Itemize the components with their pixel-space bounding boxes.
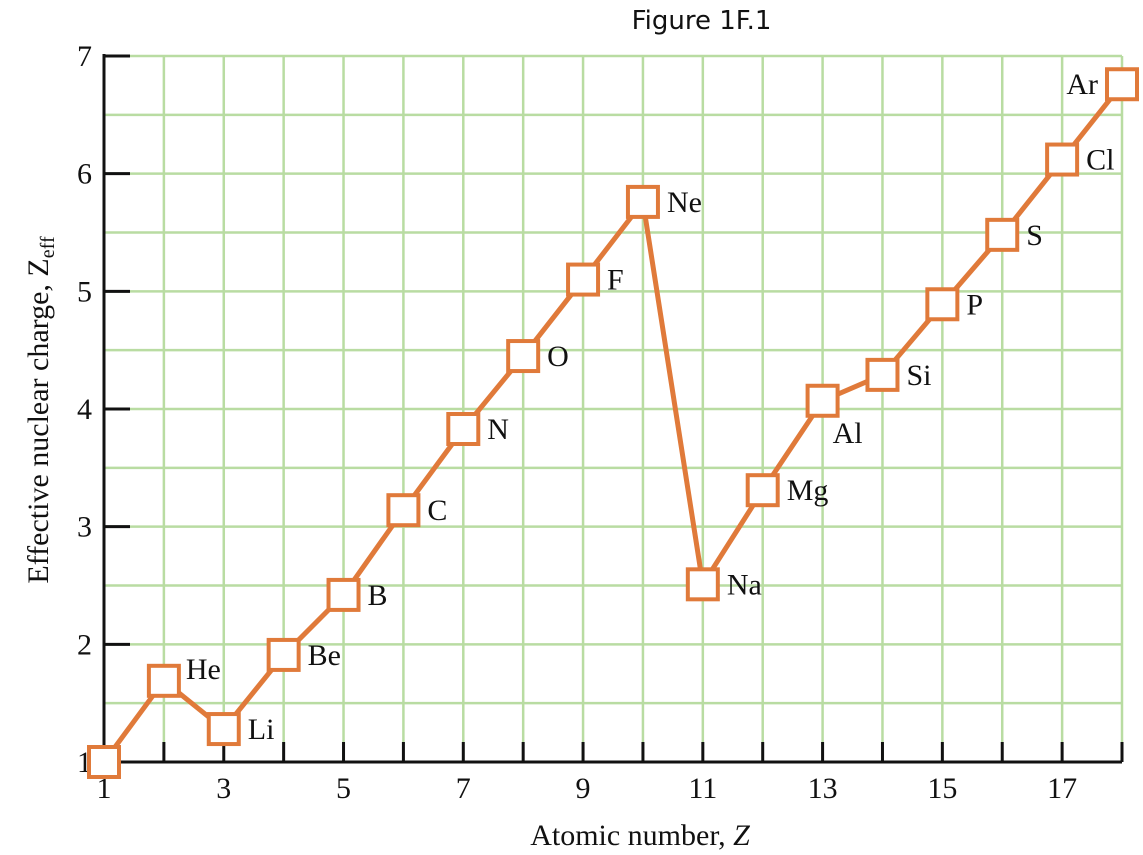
point-label-f: F: [607, 264, 624, 297]
data-point-z5: [326, 577, 361, 612]
chart-title: Figure 1F.1: [631, 6, 772, 36]
data-point-z2: [146, 663, 181, 698]
data-point-z14: [865, 357, 900, 392]
y-tick-label-5: 5: [77, 275, 92, 308]
point-label-he: He: [186, 653, 221, 686]
series-line: [101, 82, 1124, 764]
series: [87, 67, 1139, 779]
data-point-z1: [87, 745, 121, 779]
data-point-z8: [506, 339, 541, 374]
data-point-z17: [1045, 142, 1080, 177]
y-tick-label-3: 3: [77, 511, 92, 544]
x-tick-label-1: 1: [97, 772, 112, 805]
x-tick-label-13: 13: [808, 772, 838, 805]
data-point-z12: [745, 473, 780, 508]
point-label-n: N: [487, 413, 509, 446]
point-label-cl: Cl: [1086, 144, 1114, 177]
x-tick-label-11: 11: [688, 772, 717, 805]
point-label-na: Na: [727, 568, 762, 601]
x-tick-label-7: 7: [456, 772, 471, 805]
point-label-al: Al: [833, 417, 863, 450]
point-label-b: B: [368, 579, 388, 612]
data-point-z9: [566, 262, 601, 297]
grid: [102, 54, 1124, 764]
y-axis-label: Effective nuclear charge, Zeff: [22, 236, 59, 584]
point-label-ne: Ne: [667, 186, 702, 219]
x-tick-label-17: 17: [1047, 772, 1077, 805]
data-point-z16: [985, 217, 1020, 252]
data-point-z18: [1105, 67, 1139, 102]
y-tick-label-4: 4: [77, 393, 92, 426]
y-axis-label-sub: eff: [37, 236, 59, 258]
point-label-o: O: [547, 340, 569, 373]
data-point-z13: [805, 383, 840, 418]
y-tick-label-7: 7: [77, 40, 92, 73]
data-point-z10: [625, 184, 660, 219]
x-tick-label-15: 15: [927, 772, 957, 805]
point-label-mg: Mg: [787, 474, 829, 507]
point-label-p: P: [966, 288, 983, 321]
point-label-li: Li: [248, 713, 275, 746]
y-tick-label-6: 6: [77, 158, 92, 191]
data-point-z4: [266, 637, 301, 672]
x-axis-label-text: Atomic number,: [530, 819, 733, 852]
x-tick-label-3: 3: [216, 772, 231, 805]
x-tick-label-9: 9: [576, 772, 591, 805]
x-axis-label-var: Z: [733, 819, 750, 852]
data-point-z3: [206, 712, 241, 747]
point-label-s: S: [1026, 219, 1043, 252]
point-label-c: C: [427, 494, 447, 527]
data-point-z15: [925, 287, 960, 322]
data-point-z7: [446, 412, 481, 447]
data-point-z6: [386, 493, 421, 528]
point-label-be: Be: [308, 639, 341, 672]
x-axis-label: Atomic number, Z: [530, 819, 750, 852]
x-tick-label-5: 5: [336, 772, 351, 805]
point-label-ar: Ar: [1066, 68, 1098, 101]
data-point-z11: [685, 567, 720, 602]
point-label-si: Si: [906, 359, 931, 392]
y-axis-label-text: Effective nuclear charge, Z: [22, 258, 55, 583]
y-tick-label-2: 2: [77, 628, 92, 661]
